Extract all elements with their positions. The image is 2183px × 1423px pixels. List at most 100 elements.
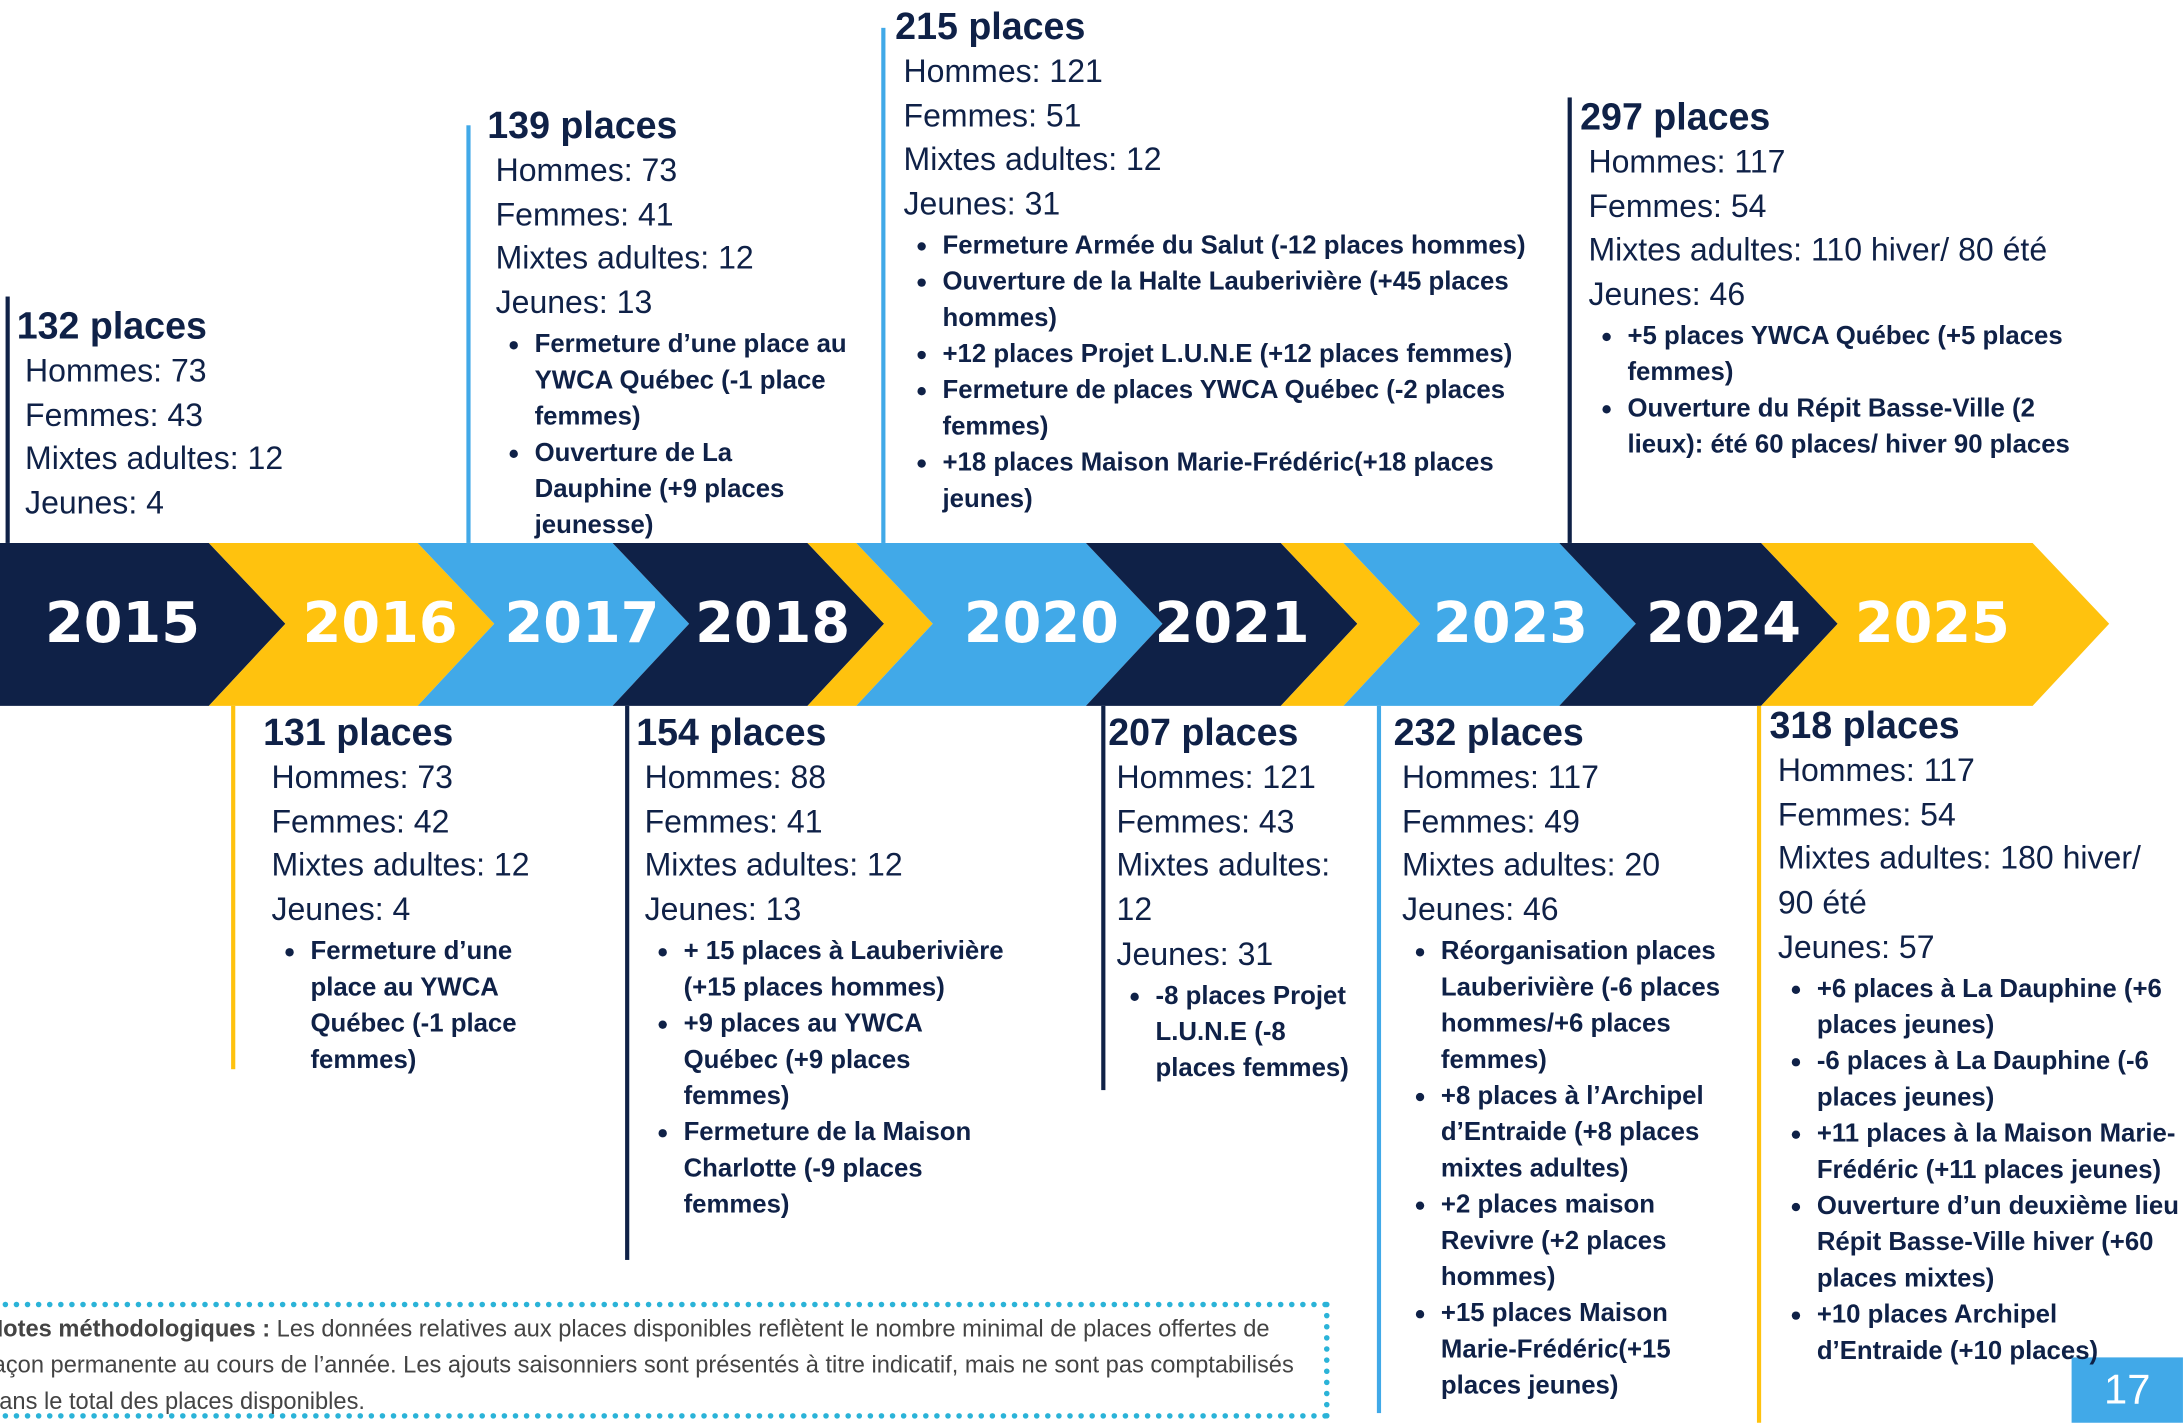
bullet: Ouverture de La Dauphine (+9 places jeun… [535, 434, 857, 543]
year-label: 2018 [695, 591, 851, 656]
entry: 207 places Hommes: 121 Femmes: 43 Mixtes ad… [1108, 709, 1373, 1086]
entry-stat: Femmes: 43 [25, 396, 204, 433]
entry-stat: Femmes: 54 [1777, 795, 1956, 833]
chevron [807, 542, 933, 706]
entry-stat: Jeunes: 31 [903, 185, 1061, 222]
entry-stat: Jeunes: 13 [495, 284, 653, 321]
entry-stat: Hommes: 73 [25, 352, 207, 389]
entry-stat: Femmes: 49 [1401, 802, 1580, 840]
connector-line [625, 705, 630, 1260]
entry-title: 215 places [895, 5, 1086, 48]
chevron [1280, 542, 1421, 706]
entry-stat: Mixtes adultes: 12 [25, 440, 284, 477]
bullet-list: Fermeture d’une place au YWCA Québec (-1… [263, 933, 548, 1078]
year-label: 2023 [1433, 591, 1589, 656]
entry: 297 places Hommes: 117 Femmes: 54 Mixtes ad… [1580, 93, 2095, 462]
entry-stat: Jeunes: 4 [271, 891, 411, 928]
connector-line [881, 27, 886, 543]
bullet-list: Réorganisation places Lauberivière (-6 p… [1394, 933, 1749, 1404]
entry-stat: Hommes: 88 [644, 758, 827, 795]
entry: 131 places Hommes: 73 Femmes: 42 Mixtes adu… [263, 709, 548, 1078]
bullet: +6 places à La Dauphine (+6 places jeune… [1817, 970, 2183, 1042]
bullet: -6 places à La Dauphine (-6 places jeune… [1817, 1042, 2183, 1114]
year-label: 2016 [302, 591, 458, 656]
chevron [208, 542, 495, 706]
entry-stat: Mixtes adultes: 12 [271, 847, 530, 884]
bullet-list: Fermeture Armée du Salut (-12 places hom… [895, 227, 1563, 517]
entry-stat: Hommes: 121 [1116, 758, 1316, 795]
year-label: 2025 [1854, 591, 2010, 656]
bullet: +15 places Maison Marie-Frédéric(+15 pla… [1441, 1294, 1749, 1403]
bullet: Ouverture du Répit Basse-Ville (2 lieux)… [1627, 390, 2095, 462]
chevron [1761, 542, 2110, 706]
entry-stat: Hommes: 117 [1588, 143, 1786, 180]
chevron [1559, 542, 1838, 706]
entry-title: 132 places [16, 304, 207, 347]
chevron [856, 542, 1163, 706]
bullet: Fermeture de la Maison Charlotte (-9 pla… [684, 1113, 1006, 1222]
entry-title: 318 places [1769, 704, 1960, 747]
entry-stat: Mixtes adultes: 12 [495, 240, 754, 277]
connector-line [1101, 705, 1106, 1091]
entry-title: 297 places [1580, 96, 1771, 138]
bullet-list: -8 places Projet L.U.N.E (-8 places femm… [1108, 977, 1373, 1086]
entry-stat: Hommes: 73 [495, 151, 678, 188]
entry-stat: Femmes: 42 [271, 802, 450, 840]
bullet: Fermeture Armée du Salut (-12 places hom… [943, 227, 1564, 263]
bullet: Ouverture d’un deuxième lieu Répit Basse… [1817, 1187, 2183, 1296]
entry-stat: Femmes: 43 [1116, 802, 1295, 840]
bullet-list: + 15 places à Lauberivière (+15 places h… [636, 933, 1005, 1223]
connector-line [1567, 97, 1572, 543]
year-label: 2024 [1646, 591, 1802, 656]
chevron [1343, 542, 1636, 706]
entry-stat: Femmes: 51 [903, 97, 1082, 134]
entry-stat: Hommes: 117 [1777, 751, 1975, 788]
bullet: -8 places Projet L.U.N.E (-8 places femm… [1156, 977, 1373, 1086]
bullet: Ouverture de la Halte Lauberivière (+45 … [943, 263, 1564, 335]
bullet: +2 places maison Revivre (+2 places homm… [1441, 1186, 1749, 1295]
entry-title: 139 places [487, 104, 678, 147]
year-label: 2020 [963, 591, 1119, 656]
entry: 215 places Hommes: 121 Femmes: 51 Mixtes ad… [895, 3, 1563, 516]
entry-stat: Jeunes: 13 [644, 891, 802, 928]
connector-line [1756, 705, 1762, 1423]
entry-title: 232 places [1393, 711, 1584, 754]
bullet: Fermeture d’une place au YWCA Québec (-1… [310, 933, 548, 1078]
entry-stat: Hommes: 121 [903, 52, 1103, 90]
chevron [1085, 542, 1358, 706]
notes-text: Les données relatives aux places disponi… [0, 1315, 1294, 1415]
entry-stat: Hommes: 117 [1401, 758, 1599, 795]
bullet: +12 places Projet L.U.N.E (+12 places fe… [943, 335, 1564, 371]
bullet-list: +6 places à La Dauphine (+6 places jeune… [1769, 970, 2182, 1368]
entry-title: 207 places [1108, 711, 1299, 754]
bullet-list: +5 places YWCA Québec (+5 places femmes)… [1580, 317, 2095, 462]
year-label: 2017 [504, 591, 660, 656]
bullet: +8 places à l’Archipel d’Entraide (+8 pl… [1441, 1077, 1749, 1186]
entry: 132 places Hommes: 73 Femmes: 43 Mixtes adu… [17, 302, 365, 526]
entry-stat: Jeunes: 4 [25, 484, 164, 521]
bullet: +9 places au YWCA Québec (+9 places femm… [684, 1005, 1006, 1114]
entry-stat: Mixtes adultes: 12 [644, 847, 903, 884]
entry-stat: Jeunes: 46 [1588, 275, 1746, 313]
chevron [417, 542, 690, 706]
bullet-list: Fermeture d’une place au YWCA Québec (-1… [487, 326, 856, 543]
entry-title: 131 places [263, 711, 454, 754]
entry: 139 places Hommes: 73 Femmes: 41 Mixtes adu… [487, 102, 856, 543]
entry: 232 places Hommes: 117 Femmes: 49 Mixtes ad… [1394, 709, 1749, 1403]
notes: Notes méthodologiques : Les données rela… [0, 1301, 1330, 1419]
connector-line [466, 125, 471, 543]
entry-stat: Femmes: 41 [644, 802, 823, 840]
connector-line [1376, 705, 1382, 1414]
bullet: +18 places Maison Marie-Frédéric(+18 pla… [943, 444, 1564, 516]
bullet: + 15 places à Lauberivière (+15 places h… [684, 933, 1006, 1005]
entry-stat: Mixtes adultes: 12 [903, 141, 1162, 178]
entry-stat: Jeunes: 31 [1116, 935, 1274, 972]
chevron [612, 542, 885, 706]
entry: 154 places Hommes: 88 Femmes: 41 Mixtes adu… [636, 709, 1005, 1222]
entry-stat: Mixtes adultes: 20 [1401, 847, 1661, 884]
entry-stat: Mixtes adultes: 110 hiver/ 80 été [1588, 231, 2048, 268]
entry-stat: Femmes: 54 [1588, 187, 1767, 224]
